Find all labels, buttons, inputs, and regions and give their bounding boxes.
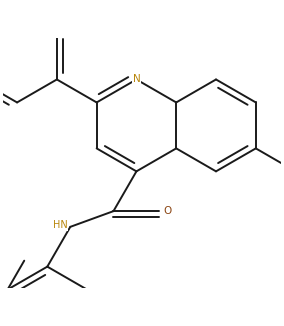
Text: HN: HN (53, 220, 68, 230)
Text: O: O (164, 206, 172, 216)
Text: N: N (133, 74, 140, 84)
